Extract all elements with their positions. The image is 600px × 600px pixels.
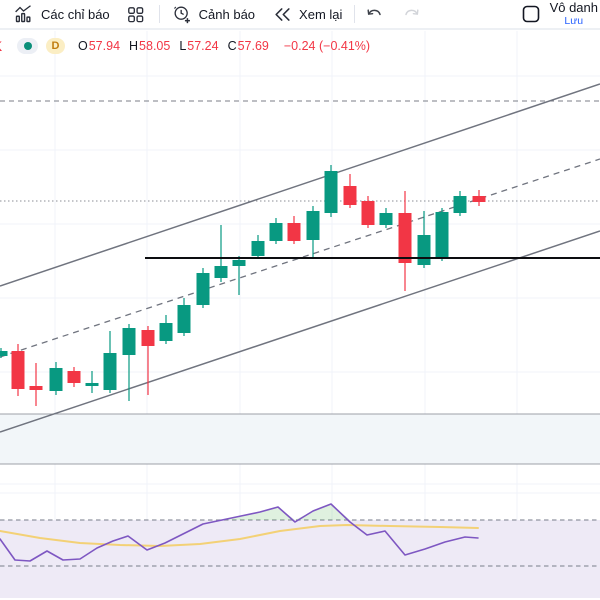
interval-chip[interactable]: D [46, 38, 65, 54]
candle-body[interactable] [29, 386, 43, 390]
indicators-icon [13, 4, 34, 25]
rsi-overbought-fill [0, 504, 478, 520]
chart-svg[interactable] [0, 30, 600, 598]
redo-icon [402, 5, 421, 24]
candle-body[interactable] [269, 223, 283, 241]
replay-rewind-icon [273, 5, 292, 24]
candle-body[interactable] [379, 213, 393, 225]
candle-body[interactable] [122, 328, 136, 355]
candle-body[interactable] [435, 212, 449, 258]
layout-square-icon [521, 4, 541, 24]
candle-body[interactable] [361, 201, 375, 225]
alert-label: Cảnh báo [198, 6, 256, 22]
replay-label: Xem lại [299, 6, 343, 22]
indicators-label: Các chỉ báo [41, 6, 110, 22]
templates-button[interactable] [126, 5, 145, 24]
account-name: Vô danh [549, 0, 598, 16]
channel-lower-line[interactable] [0, 230, 600, 433]
redo-button[interactable] [402, 5, 421, 24]
chart-area[interactable]: K D O57.94 H58.05 L57.24 C57.69 −0.24 (−… [0, 30, 600, 598]
candle-body[interactable] [251, 241, 265, 256]
alert-clock-plus-icon [172, 4, 192, 24]
rsi-line[interactable] [0, 503, 479, 562]
market-status-chip[interactable] [17, 38, 38, 54]
indicators-button[interactable]: Các chỉ báo [13, 4, 110, 25]
pane-separator[interactable] [0, 414, 600, 464]
candle-body[interactable] [398, 213, 412, 263]
top-toolbar: Các chỉ báo [0, 0, 600, 30]
candle-body[interactable] [453, 196, 467, 213]
candle-body[interactable] [343, 186, 357, 205]
candle-body[interactable] [49, 368, 63, 391]
candle-body[interactable] [324, 171, 338, 213]
candle-body[interactable] [177, 305, 191, 333]
candle-body[interactable] [287, 223, 301, 241]
candle-body[interactable] [141, 330, 155, 346]
candle-body[interactable] [85, 383, 99, 386]
rsi-zone-fill [0, 520, 600, 598]
alert-button[interactable]: Cảnh báo [172, 4, 255, 24]
save-label[interactable]: Lưu [564, 14, 584, 27]
candle-body[interactable] [11, 351, 25, 389]
undo-button[interactable] [365, 5, 384, 24]
account-block: Vô danh Lưu [550, 1, 598, 27]
candle-body[interactable] [67, 371, 81, 383]
candle-body[interactable] [232, 260, 246, 266]
channel-upper-line[interactable] [0, 83, 600, 287]
replay-button[interactable]: Xem lại [273, 5, 342, 24]
templates-grid-icon [126, 5, 145, 24]
status-dot-icon [23, 42, 32, 50]
candle-body[interactable] [472, 196, 486, 202]
candle-body[interactable] [159, 323, 173, 341]
candle-body[interactable] [103, 353, 117, 390]
toolbar-divider [158, 5, 160, 23]
candle-body[interactable] [417, 235, 431, 265]
candle-body[interactable] [306, 211, 320, 240]
candle-body[interactable] [196, 273, 210, 305]
candle-body[interactable] [0, 351, 8, 356]
save-layout-button[interactable]: Vô danh Lưu [521, 1, 600, 27]
rsi-ma-line[interactable] [0, 524, 479, 547]
candle-body[interactable] [214, 266, 228, 278]
undo-icon [365, 5, 384, 24]
toolbar-divider-2 [354, 5, 356, 23]
